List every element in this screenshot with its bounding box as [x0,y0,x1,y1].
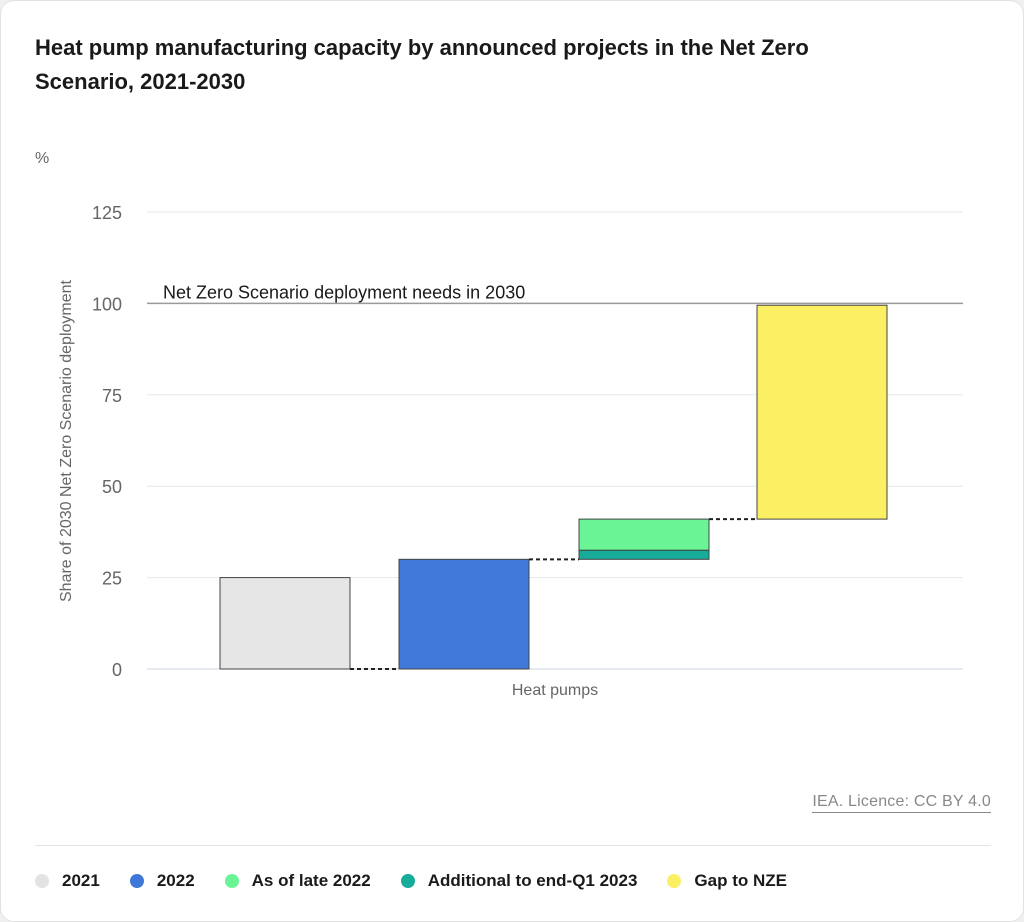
legend-item[interactable]: 2021 [35,871,100,891]
bar-2021 [219,577,351,670]
legend-label: As of late 2022 [251,871,371,890]
y-tick-label: 50 [102,477,122,497]
y-tick-label: 0 [112,660,122,680]
legend: 2021 2022 As of late 2022 Additional to end… [35,871,817,891]
chart-title: Heat pump manufacturing capacity by anno… [35,35,809,94]
x-category-label: Heat pumps [512,682,598,699]
y-axis-label: Share of 2030 Net Zero Scenario deployme… [58,279,75,602]
legend-item[interactable]: As of late 2022 [224,871,371,891]
y-tick-label: 75 [102,386,122,406]
legend-label: Gap to NZE [694,871,787,890]
bar-as-of-late-2022 [578,518,710,551]
bar-additional-to-end-q1-2023 [578,549,710,560]
legend-item[interactable]: Gap to NZE [667,871,787,891]
y-tick-label: 100 [92,294,122,314]
bar-gap-to-nze [756,304,888,520]
legend-label: 2021 [62,871,100,890]
y-tick-label: 25 [102,569,122,589]
legend-item[interactable]: 2022 [129,871,195,891]
legend-swatch [400,874,415,888]
legend-label: Additional to end-Q1 2023 [427,871,638,890]
legend-divider [35,845,991,846]
legend-swatch [224,874,239,888]
y-tick-label: 125 [92,203,122,223]
legend-swatch [35,874,49,888]
legend-label: 2022 [156,871,195,890]
legend-swatch [667,874,682,888]
y-unit-label: % [35,150,49,167]
chart-plot: % 0 25 50 75 100 125 Net Zero Scenario deploy… [35,150,963,699]
reference-line-label: Net Zero Scenario deployment needs in 20… [163,282,525,302]
legend-swatch [129,874,144,888]
bar-2022 [398,558,530,670]
legend-item[interactable]: Additional to end-Q1 2023 [400,871,638,891]
licence-link[interactable]: IEA. Licence: CC BY 4.0 [812,793,991,813]
